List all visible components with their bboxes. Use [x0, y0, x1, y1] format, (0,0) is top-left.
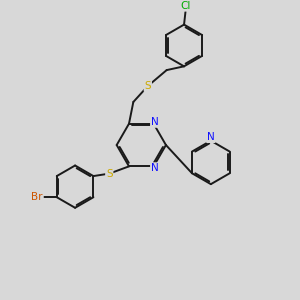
Text: Br: Br [31, 192, 43, 202]
Text: S: S [106, 169, 112, 178]
Text: N: N [151, 117, 159, 127]
Text: Cl: Cl [180, 1, 191, 11]
Text: N: N [207, 132, 215, 142]
Text: N: N [151, 163, 159, 173]
Text: S: S [145, 81, 151, 91]
